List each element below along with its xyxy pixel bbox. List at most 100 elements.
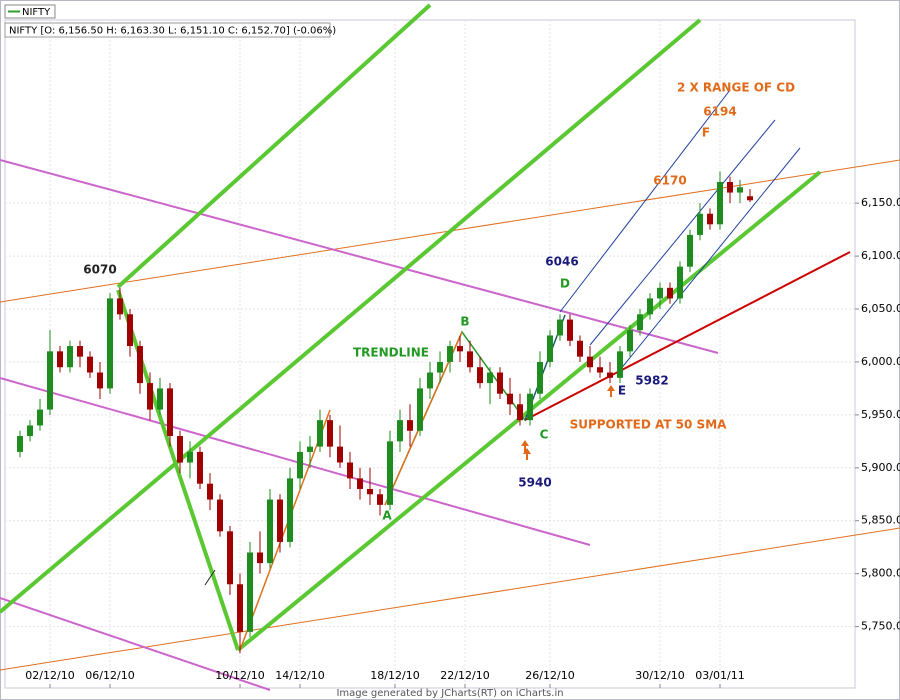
annotation: TRENDLINE — [353, 346, 429, 360]
arrow — [523, 448, 531, 460]
candle-body — [487, 372, 493, 384]
candle-body — [287, 478, 293, 542]
candle-body — [337, 446, 343, 463]
candle-body — [537, 361, 543, 394]
candle-body — [717, 181, 723, 225]
y-tick-label: 5,950.00 — [861, 408, 900, 421]
candle-body — [567, 319, 573, 341]
x-tick-label: 02/12/10 — [25, 669, 74, 682]
trend-line — [116, 3, 432, 289]
candle-body — [527, 393, 533, 421]
annotation: F — [702, 126, 710, 140]
candle-body — [367, 488, 373, 495]
y-tick-label: 6,050.00 — [861, 302, 900, 315]
candle-body — [727, 181, 733, 193]
candle-body — [387, 441, 393, 505]
candle-body — [557, 319, 563, 336]
candle-body — [197, 451, 203, 484]
annotations: 6070 6046 D B TRENDLINE A C 5940 5982 E SUPPORTED … — [83, 81, 795, 523]
arrow — [607, 385, 615, 397]
candle-body — [547, 335, 553, 362]
candle-body — [637, 314, 643, 331]
candles — [17, 171, 753, 654]
y-tick-label: 6,150.00 — [861, 196, 900, 209]
candle-body — [17, 436, 23, 452]
candle-body — [397, 420, 403, 442]
candle-body — [297, 451, 303, 479]
candle-body — [167, 388, 173, 437]
candle-body — [457, 346, 463, 352]
annotation: C — [540, 428, 549, 442]
candle-body — [27, 425, 33, 437]
candle-body — [697, 213, 703, 235]
subtitle: NIFTY [O: 6,156.50 H: 6,163.30 L: 6,151.… — [9, 26, 336, 37]
candle-body — [427, 372, 433, 389]
candle-body — [227, 531, 233, 585]
trend-line — [0, 159, 719, 354]
annotation: 2 X RANGE OF CD — [677, 81, 795, 95]
candle-body — [37, 409, 43, 426]
x-tick-label: 06/12/10 — [85, 669, 134, 682]
plot-area — [4, 19, 856, 689]
annotation: 6194 — [703, 105, 736, 119]
x-tick-label: 22/12/10 — [440, 669, 489, 682]
annotation: 6070 — [83, 263, 116, 277]
candle-body — [97, 372, 103, 389]
candle-body — [257, 552, 263, 564]
candle-body — [77, 346, 83, 357]
candle-body — [267, 499, 273, 564]
annotation: 5982 — [635, 374, 668, 388]
candle-body — [147, 383, 153, 410]
y-tick-label: 5,900.00 — [861, 461, 900, 474]
candle-body — [117, 298, 123, 315]
candle-body — [497, 372, 503, 394]
annotation: SUPPORTED AT 50 SMA — [570, 418, 728, 432]
trend-line — [239, 409, 331, 651]
candle-body — [237, 584, 243, 632]
trend-line — [524, 251, 851, 421]
candle-body — [187, 451, 193, 463]
candle-body — [447, 346, 453, 362]
annotation: 6170 — [653, 174, 686, 188]
candle-body — [617, 351, 623, 378]
candle-body — [627, 330, 633, 352]
candle-body — [67, 346, 73, 368]
candle-body — [317, 420, 323, 447]
candle-body — [327, 420, 333, 447]
trend-line — [0, 18, 702, 614]
candle-body — [667, 287, 673, 299]
annotation: D — [560, 277, 570, 291]
candle-body — [217, 499, 223, 532]
info-box — [4, 22, 331, 38]
candle-body — [437, 361, 443, 373]
candle-body — [607, 372, 613, 378]
annotation: A — [382, 509, 392, 523]
trend-line — [0, 377, 591, 546]
annotation: E — [618, 384, 626, 398]
arrow — [521, 440, 529, 452]
candle-body — [377, 494, 383, 505]
legend-box — [4, 4, 56, 19]
candle-body — [347, 462, 353, 479]
channel-line — [559, 89, 731, 313]
y-tick-label: 6,100.00 — [861, 249, 900, 262]
candle-body — [247, 552, 253, 632]
x-tick-label: 26/12/10 — [525, 669, 574, 682]
x-tick-label: 03/01/11 — [695, 669, 744, 682]
x-tick-label: 30/12/10 — [635, 669, 684, 682]
channel-line — [619, 147, 801, 371]
candle-body — [657, 287, 663, 299]
x-tick-label: 18/12/10 — [370, 669, 419, 682]
footer: Image generated by JCharts(RT) on iChart… — [336, 688, 563, 699]
candle-body — [177, 436, 183, 463]
candle-body — [207, 483, 213, 500]
y-tick-label: 6,000.00 — [861, 355, 900, 368]
x-tick-label: 10/12/10 — [215, 669, 264, 682]
candle-body — [307, 446, 313, 452]
trend-line — [0, 597, 271, 691]
legend-label: NIFTY — [22, 7, 51, 18]
candle-body — [127, 314, 133, 347]
candle-body — [587, 356, 593, 368]
